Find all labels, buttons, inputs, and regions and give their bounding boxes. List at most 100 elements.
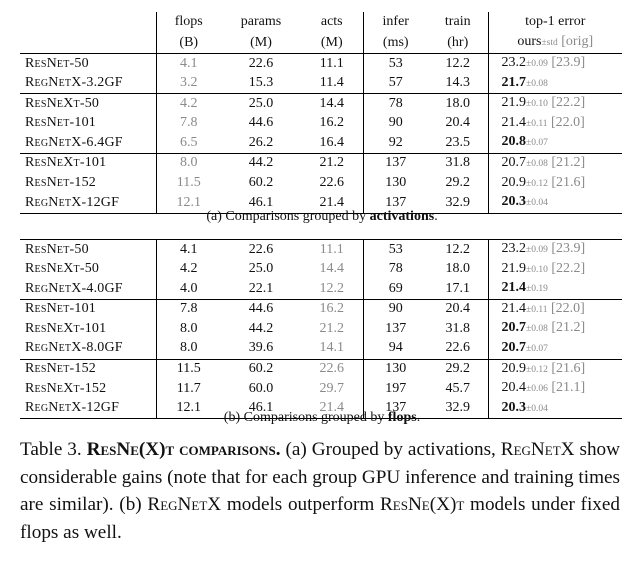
header-row: flops params acts infer train top-1 error bbox=[20, 12, 622, 32]
error-value: 23.2 bbox=[501, 55, 527, 70]
table-row: ResNeXt-101 8.0 44.2 21.2 137 31.8 20.7±0.08 [… bbox=[20, 319, 622, 339]
error-orig: [21.2] bbox=[551, 320, 586, 336]
model-name: ResNeXt-152 bbox=[25, 380, 107, 396]
flops-value: 7.8 bbox=[155, 298, 221, 320]
top1-error-cell: 21.4±0.11 [22.0] bbox=[487, 113, 622, 134]
acts-value: 29.7 bbox=[319, 380, 345, 396]
error-value: 23.2 bbox=[501, 241, 527, 256]
column-header: (ms) bbox=[362, 32, 428, 54]
column-header: (hr) bbox=[447, 34, 469, 50]
error-std: ±0.11 bbox=[526, 118, 548, 129]
caption-a-prefix: (a) Comparisons grouped by bbox=[206, 209, 370, 224]
acts-value: 11.1 bbox=[301, 52, 363, 74]
model-name: RegNetX-3.2GF bbox=[25, 75, 123, 91]
infer-value: 57 bbox=[362, 73, 428, 94]
error-value: 20.8 bbox=[501, 134, 527, 150]
error-orig: [21.6] bbox=[551, 360, 586, 376]
flops-value: 8.0 bbox=[155, 338, 221, 360]
flops-value: 4.1 bbox=[155, 52, 221, 74]
top1-error-cell: 21.4±0.11 [22.0] bbox=[487, 298, 622, 320]
train-value: 14.3 bbox=[445, 75, 471, 91]
model-name: RegNetX-4.0GF bbox=[25, 280, 123, 296]
flops-value: 4.1 bbox=[155, 238, 221, 260]
model-name: ResNeXt-50 bbox=[20, 93, 156, 114]
top1-error-cell: 20.4±0.06 [21.1] bbox=[487, 379, 622, 399]
error-std: ±0.07 bbox=[526, 343, 548, 354]
infer-value: 69 bbox=[362, 279, 428, 300]
table-caption: Table 3. ResNe(X)t comparisons. (a) Grou… bbox=[20, 436, 620, 546]
error-value: 20.7 bbox=[501, 154, 527, 170]
top1-error-cell: 23.2±0.09 [23.9] bbox=[487, 238, 622, 260]
acts-value: 12.2 bbox=[319, 280, 345, 296]
model-name: RegNetX-6.4GF bbox=[25, 134, 123, 150]
error-ours-label: ours bbox=[517, 34, 542, 49]
error-orig: [23.9] bbox=[551, 241, 586, 256]
error-std: ±0.10 bbox=[526, 99, 548, 110]
caption-text-2: show considerable gains (note that for e… bbox=[20, 439, 620, 515]
params-value: 60.2 bbox=[248, 175, 274, 191]
error-std: ±0.07 bbox=[526, 138, 548, 149]
error-std: ±0.10 bbox=[526, 264, 548, 275]
table-row: ResNeXt-50 4.2 25.0 14.4 78 18.0 21.9±0.10 [22… bbox=[20, 259, 622, 280]
model-name: ResNeXt-50 bbox=[25, 261, 100, 277]
infer-value: 53 bbox=[362, 52, 428, 74]
header-model-cell bbox=[20, 12, 156, 32]
column-header: flops bbox=[155, 12, 221, 32]
column-header: infer bbox=[362, 12, 428, 32]
error-std: ±0.11 bbox=[526, 304, 548, 315]
table-a-caption: (a) Comparisons grouped by activations. bbox=[0, 209, 644, 225]
acts-value: 11.1 bbox=[301, 238, 363, 260]
top1-error-cell: 21.4±0.19 bbox=[487, 279, 622, 300]
error-column-header: ours±std [orig] bbox=[487, 32, 622, 54]
caption-regnetx: RegNetX bbox=[500, 439, 575, 460]
table-a-body: ResNet-50 4.1 22.6 11.1 53 12.2 23.2±0.09 [23.… bbox=[20, 52, 622, 214]
flops-value: 8.0 bbox=[155, 152, 221, 174]
flops-value: 12.1 bbox=[155, 398, 221, 420]
params-value: 22.6 bbox=[221, 52, 301, 74]
top1-error-cell: 20.7±0.08 [21.2] bbox=[487, 152, 622, 174]
infer-value: 78 bbox=[362, 259, 428, 280]
train-value: 31.8 bbox=[428, 152, 488, 174]
table-b-body: ResNet-50 4.1 22.6 11.1 53 12.2 23.2±0.09 [23.… bbox=[20, 238, 622, 420]
train-value: 22.6 bbox=[445, 340, 471, 356]
infer-value: 137 bbox=[362, 398, 428, 420]
params-value: 44.2 bbox=[248, 320, 274, 336]
flops-value: 7.8 bbox=[155, 113, 221, 134]
train-value: 45.7 bbox=[445, 380, 471, 396]
error-std: ±0.08 bbox=[526, 324, 548, 335]
error-value: 21.7 bbox=[501, 74, 527, 90]
acts-value: 14.1 bbox=[319, 340, 345, 356]
infer-value: 130 bbox=[362, 173, 428, 194]
error-orig: [21.1] bbox=[551, 380, 586, 396]
params-value: 22.1 bbox=[248, 280, 274, 296]
acts-value: 16.4 bbox=[319, 134, 345, 150]
error-value: 20.3 bbox=[501, 399, 527, 415]
infer-value: 137 bbox=[362, 152, 428, 174]
infer-value: 130 bbox=[362, 358, 428, 380]
acts-value: 21.4 bbox=[301, 398, 363, 420]
table-row: RegNetX-3.2GF 3.2 15.3 11.4 57 14.3 21.7±0.08 bbox=[20, 73, 622, 94]
error-std: ±0.08 bbox=[526, 158, 548, 169]
table-row: ResNeXt-50 4.2 25.0 14.4 78 18.0 21.9±0.10 [22… bbox=[20, 93, 622, 114]
error-value: 20.9 bbox=[501, 360, 527, 376]
params-value: 22.6 bbox=[221, 238, 301, 260]
top1-error-cell: 21.9±0.10 [22.2] bbox=[487, 259, 622, 280]
params-value: 60.2 bbox=[221, 358, 301, 380]
params-value: 46.1 bbox=[221, 398, 301, 420]
acts-value: 21.2 bbox=[301, 152, 363, 174]
error-std: ±0.12 bbox=[526, 178, 548, 189]
top1-error-cell: 20.3±0.04 bbox=[487, 193, 622, 214]
model-name: ResNeXt-101 bbox=[20, 152, 156, 174]
params-value: 44.2 bbox=[221, 152, 301, 174]
model-name: ResNet-101 bbox=[25, 115, 96, 131]
error-value: 20.9 bbox=[501, 174, 527, 190]
train-value: 23.5 bbox=[445, 134, 471, 150]
flops-value: 11.5 bbox=[155, 173, 221, 194]
error-value: 21.9 bbox=[501, 95, 527, 111]
table-flops: ResNet-50 4.1 22.6 11.1 53 12.2 23.2±0.09 [23.… bbox=[20, 238, 622, 420]
error-std: ±0.08 bbox=[526, 78, 548, 89]
table-row: ResNet-101 7.8 44.6 16.2 90 20.4 21.4±0.11 [22… bbox=[20, 298, 622, 320]
table-row: ResNet-50 4.1 22.6 11.1 53 12.2 23.2±0.09 [23.… bbox=[20, 238, 622, 260]
model-name: RegNetX-12GF bbox=[20, 193, 156, 214]
params-value: 26.2 bbox=[248, 134, 274, 150]
